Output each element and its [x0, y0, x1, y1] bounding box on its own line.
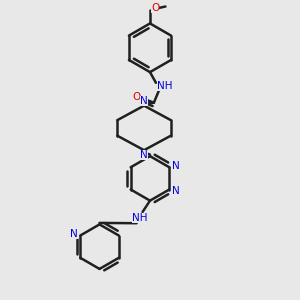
Text: N: N	[140, 150, 148, 160]
Text: N: N	[70, 229, 78, 239]
Text: NH: NH	[157, 81, 172, 92]
Text: N: N	[172, 161, 180, 171]
Text: NH: NH	[132, 214, 147, 224]
Text: O: O	[151, 3, 160, 13]
Text: N: N	[140, 96, 148, 106]
Text: O: O	[132, 92, 140, 102]
Text: N: N	[172, 186, 180, 196]
